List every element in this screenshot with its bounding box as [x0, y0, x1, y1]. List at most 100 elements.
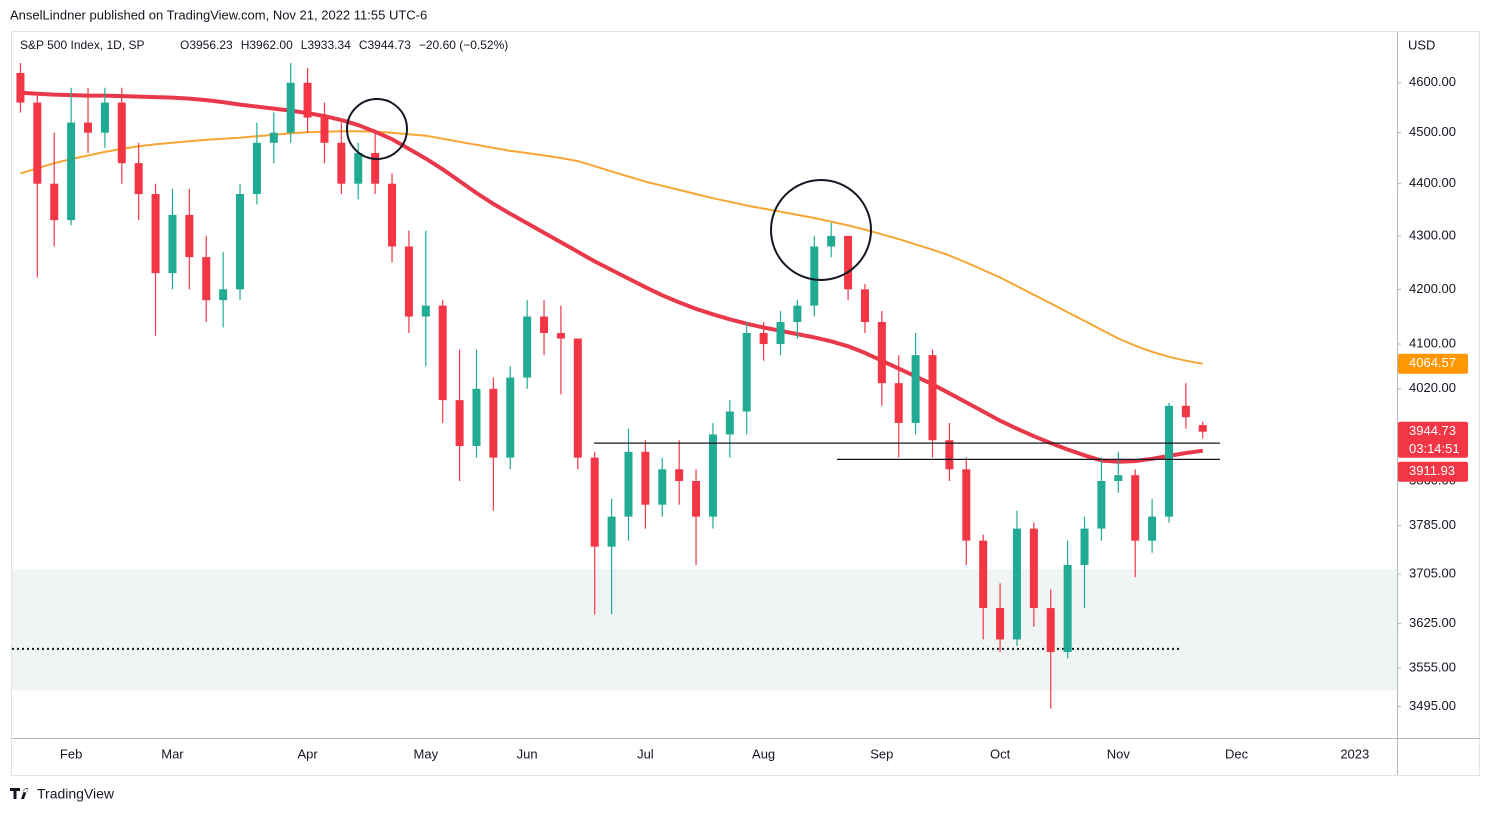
y-tick-label: 4300.00	[1409, 227, 1456, 242]
candle-body	[134, 163, 143, 195]
candle-body	[979, 540, 988, 609]
candle-body	[269, 132, 278, 143]
candle-body	[67, 122, 76, 221]
candle-body	[624, 451, 633, 517]
x-tick-label: May	[414, 746, 439, 761]
highlight-circle	[770, 179, 872, 281]
candle-body	[438, 305, 447, 401]
y-tick-label: 3555.00	[1409, 659, 1456, 674]
candle-body	[540, 316, 549, 334]
symbol: S&P 500 Index, 1D, SP	[20, 38, 145, 52]
candle-body	[1080, 528, 1089, 565]
candle-body	[286, 82, 295, 133]
candle-body	[708, 434, 717, 517]
countdown: 03:14:51	[1409, 441, 1460, 456]
candle-body	[219, 289, 228, 301]
candle-body	[793, 305, 802, 323]
candle-body	[84, 122, 93, 133]
price-tag	[1398, 461, 1468, 482]
candle-body	[607, 516, 616, 547]
y-tick-label: 4400.00	[1409, 175, 1456, 190]
candle-body	[877, 322, 886, 384]
ohlc-value: C3944.73	[359, 38, 411, 52]
price-tag-label: 3911.93	[1409, 463, 1455, 478]
x-tick-label: Oct	[990, 746, 1011, 761]
price-tag-label: 3944.73	[1409, 423, 1456, 438]
candle-body	[725, 411, 734, 435]
candle-body	[844, 235, 853, 290]
candle-body	[692, 481, 701, 517]
x-tick-label: Apr	[297, 746, 318, 761]
candle-body	[573, 338, 582, 458]
y-tick-label: 3705.00	[1409, 566, 1456, 581]
candle-body	[742, 333, 751, 412]
candle-body	[675, 469, 684, 482]
x-tick-label: Dec	[1225, 746, 1249, 761]
candle-body	[962, 469, 971, 541]
y-tick-label: 3495.00	[1409, 698, 1456, 713]
candle-body	[928, 355, 937, 441]
candle-body	[371, 152, 380, 184]
moving-average	[20, 90, 1204, 464]
x-tick-label: Feb	[60, 746, 82, 761]
candle-body	[810, 246, 819, 306]
y-tick-label: 4600.00	[1409, 74, 1456, 89]
candle-body	[236, 194, 245, 290]
ohlc-value: −20.60 (−0.52%)	[419, 38, 508, 52]
candle-body	[1181, 405, 1190, 418]
candle-body	[1097, 481, 1106, 529]
x-tick-label: Mar	[161, 746, 184, 761]
ohlc-value: O3956.23	[180, 38, 233, 52]
candle-body	[50, 183, 59, 221]
frame	[11, 31, 1480, 776]
ohlc-value: H3962.00	[241, 38, 293, 52]
x-tick-label: Jul	[637, 746, 654, 761]
ohlc-value: L3933.34	[301, 38, 351, 52]
y-tick-label: 4100.00	[1409, 335, 1456, 350]
candle-body	[33, 102, 42, 184]
x-tick-label: Nov	[1107, 746, 1131, 761]
candle-body	[337, 142, 346, 184]
candle-body	[556, 333, 565, 339]
y-tick-label: 4020.00	[1409, 380, 1456, 395]
candle-body	[1148, 516, 1157, 541]
candle-body	[185, 214, 194, 258]
y-tick-label: 4200.00	[1409, 281, 1456, 296]
candle-body	[303, 82, 312, 118]
x-tick-label: Sep	[870, 746, 893, 761]
candle-body	[1029, 528, 1038, 609]
candle-body	[472, 388, 481, 447]
candle-body	[641, 451, 650, 505]
candle-body	[421, 305, 430, 317]
candle-body	[202, 257, 211, 301]
candle-body	[523, 316, 532, 378]
brand-name: TradingView	[37, 786, 115, 802]
brand-logo	[10, 788, 28, 799]
x-tick-label: 2023	[1340, 746, 1369, 761]
candle-body	[489, 388, 498, 458]
highlight-circle	[346, 98, 408, 160]
candle-body	[1198, 425, 1207, 432]
y-tick-label: 3625.00	[1409, 615, 1456, 630]
candle-body	[945, 440, 954, 470]
candle-body	[320, 117, 329, 143]
candle-body	[354, 152, 363, 184]
candle-body	[894, 383, 903, 423]
candle-body	[404, 246, 413, 317]
candle-body	[759, 333, 768, 345]
candle-body	[100, 102, 109, 133]
candle-body	[117, 102, 126, 164]
candle-body	[658, 469, 667, 505]
candle-body	[776, 322, 785, 345]
y-tick-label: 3785.00	[1409, 517, 1456, 532]
moving-average	[20, 130, 1203, 365]
support-zone	[12, 569, 1397, 691]
candle-body	[1012, 528, 1021, 640]
candle-body	[1046, 608, 1055, 653]
candle-body	[911, 355, 920, 423]
x-tick-label: Jun	[517, 746, 538, 761]
candle-body	[16, 72, 25, 103]
price-tag	[1398, 421, 1468, 458]
candle-body	[506, 377, 515, 458]
